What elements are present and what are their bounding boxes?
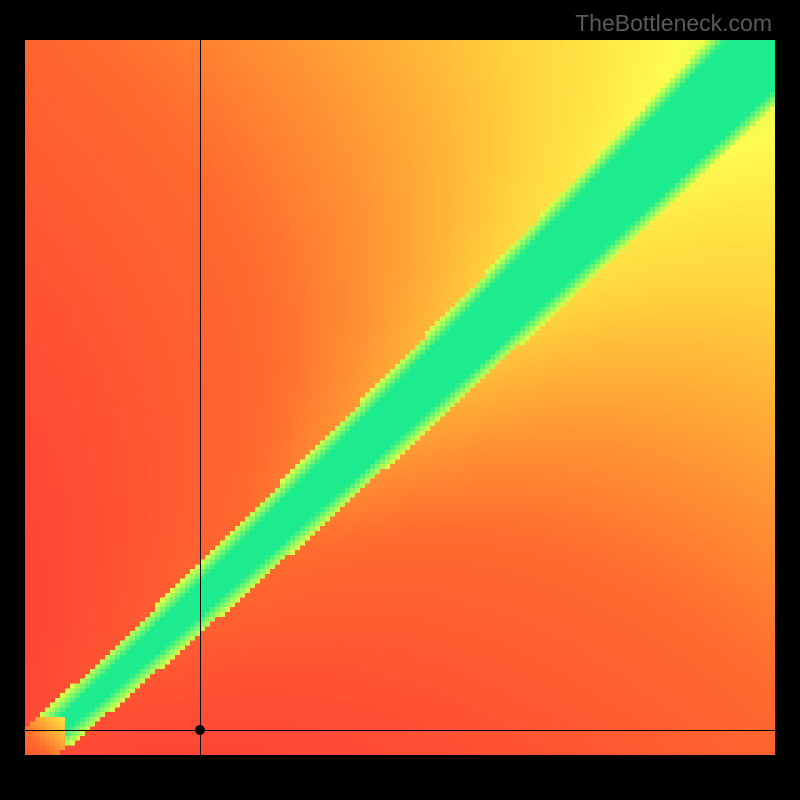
heatmap-canvas (25, 40, 775, 755)
watermark-text: TheBottleneck.com (575, 10, 772, 37)
crosshair-horizontal (25, 730, 775, 731)
crosshair-vertical (200, 40, 201, 755)
chart-container: TheBottleneck.com (0, 0, 800, 800)
heatmap-chart (25, 40, 775, 755)
marker-dot (195, 725, 205, 735)
